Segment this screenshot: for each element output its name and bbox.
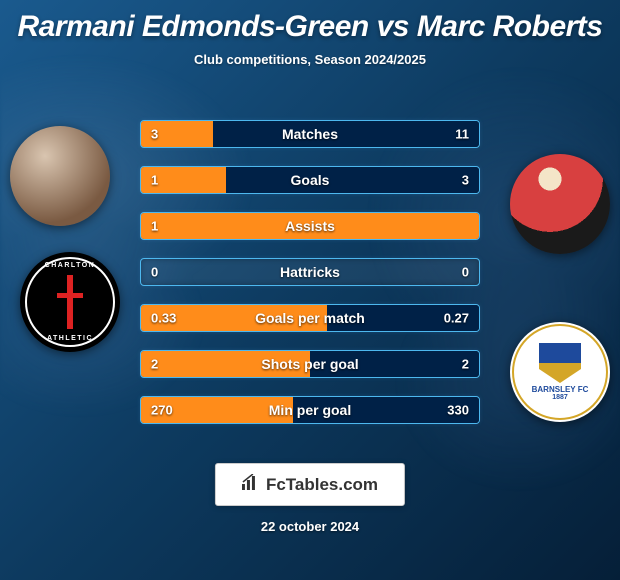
club-left-name-bot: ATHLETIC	[20, 335, 120, 342]
stat-row: 2 2 Shots per goal	[140, 350, 480, 378]
bar-right	[213, 121, 479, 147]
club-left-crest: CHARLTON ATHLETIC	[20, 252, 120, 352]
stat-value-right: 3	[462, 173, 469, 188]
stat-value-left: 1	[151, 173, 158, 188]
sword-icon	[67, 275, 73, 329]
stat-row: 3 11 Matches	[140, 120, 480, 148]
stat-label: Goals	[291, 172, 330, 188]
club-right-year: 1887	[552, 394, 568, 401]
stat-value-left: 0	[151, 265, 158, 280]
stat-row: 270 330 Min per goal	[140, 396, 480, 424]
bar-right	[226, 167, 480, 193]
player-left-avatar	[10, 126, 110, 226]
stat-label: Goals per match	[255, 310, 365, 326]
club-right-name: BARNSLEY FC	[532, 385, 589, 394]
player-right-avatar	[510, 154, 610, 254]
stat-label: Min per goal	[269, 402, 351, 418]
club-right-crest: BARNSLEY FC 1887	[510, 322, 610, 422]
stat-value-right: 11	[455, 127, 469, 142]
stat-value-right: 2	[462, 357, 469, 372]
brand-box[interactable]: FcTables.com	[215, 463, 405, 506]
stat-value-right: 0.27	[444, 311, 469, 326]
stat-row: 1 3 Goals	[140, 166, 480, 194]
stat-label: Matches	[282, 126, 338, 142]
subtitle: Club competitions, Season 2024/2025	[0, 52, 620, 67]
chart-icon	[242, 474, 260, 495]
stat-value-left: 270	[151, 403, 173, 418]
stat-row: 0.33 0.27 Goals per match	[140, 304, 480, 332]
infographic-container: Rarmani Edmonds-Green vs Marc Roberts Cl…	[0, 0, 620, 580]
stat-value-left: 1	[151, 219, 158, 234]
stat-label: Assists	[285, 218, 335, 234]
stats-list: 3 11 Matches 1 3 Goals 1 Assists 0 0 Hattricks 0.33…	[140, 120, 480, 442]
page-title: Rarmani Edmonds-Green vs Marc Roberts	[0, 0, 620, 44]
shield-icon	[539, 343, 581, 383]
club-left-name-top: CHARLTON	[20, 262, 120, 269]
stat-value-right: 0	[462, 265, 469, 280]
stat-row: 1 Assists	[140, 212, 480, 240]
stat-row: 0 0 Hattricks	[140, 258, 480, 286]
stat-value-right: 330	[447, 403, 469, 418]
stat-value-left: 3	[151, 127, 158, 142]
stat-value-left: 2	[151, 357, 158, 372]
date-text: 22 october 2024	[0, 519, 620, 534]
stat-label: Hattricks	[280, 264, 340, 280]
stat-label: Shots per goal	[261, 356, 358, 372]
brand-text: FcTables.com	[266, 475, 378, 495]
stat-value-left: 0.33	[151, 311, 176, 326]
